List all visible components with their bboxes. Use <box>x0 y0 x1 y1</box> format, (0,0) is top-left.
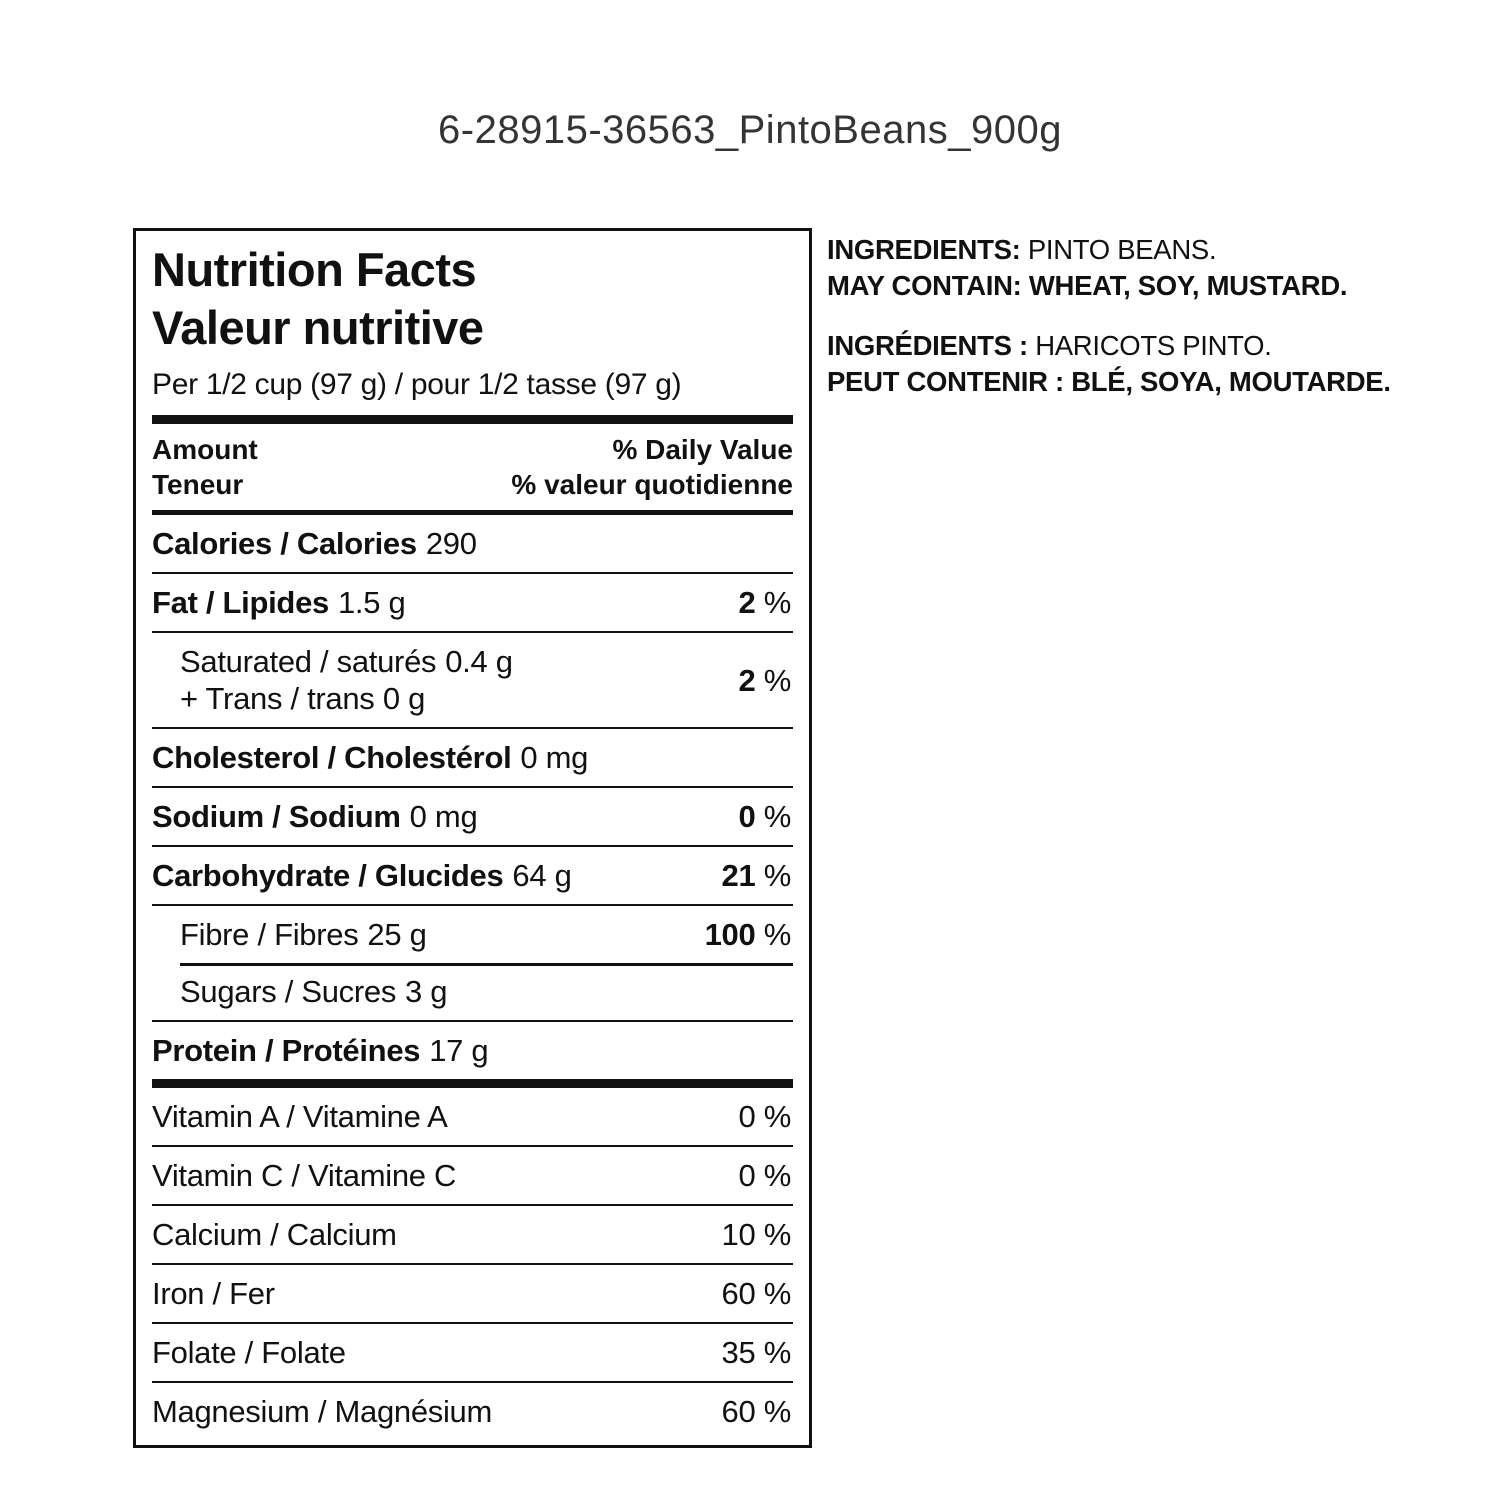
nutrient-row-vitamin-a: Vitamin A / Vitamine A 0 % <box>152 1088 793 1145</box>
page-title: 6-28915-36563_PintoBeans_900g <box>438 108 1062 152</box>
nutrient-name: Calcium / Calcium <box>152 1217 397 1252</box>
nutrient-name: Magnesium / Magnésium <box>152 1394 493 1429</box>
ingredients-en: INGREDIENTS: PINTO BEANS. <box>827 232 1487 268</box>
nutrient-dv: 0 % <box>738 799 791 834</box>
serving-size: Per 1/2 cup (97 g) / pour 1/2 tasse (97 … <box>152 368 682 401</box>
nutrient-amount: 0 mg <box>409 799 478 834</box>
nutrient-name: Saturated / saturés <box>180 644 437 679</box>
nutrient-dv: 60 % <box>721 1276 792 1311</box>
nutrient-amount: 17 g <box>429 1033 489 1068</box>
ingredients-fr-label: INGRÉDIENTS : <box>827 330 1028 361</box>
nutrient-amount: 3 g <box>405 974 448 1009</box>
daily-value-header-en: % Daily Value <box>612 434 793 465</box>
daily-value-header: % Daily Value % valeur quotidienne <box>511 432 793 502</box>
nutrient-row-fat: Fat / Lipides 1.5 g 2 % <box>152 572 793 631</box>
nutrient-dv: 100 % <box>704 917 792 952</box>
nutrient-dv: 60 % <box>721 1394 792 1429</box>
may-contain-en-text: WHEAT, SOY, MUSTARD. <box>1028 270 1348 301</box>
nutrient-name: Calories / Calories <box>152 526 417 561</box>
nft-title-fr: Valeur nutritive <box>152 301 484 354</box>
ingredients-block: INGREDIENTS: PINTO BEANS. MAY CONTAIN: W… <box>827 232 1487 400</box>
may-contain-fr: PEUT CONTENIR : BLÉ, SOYA, MOUTARDE. <box>827 364 1487 400</box>
nutrient-dv: 21 % <box>721 858 792 893</box>
nutrient-dv: 0 % <box>738 1099 791 1134</box>
nutrient-row-saturated-trans: Saturated / saturés 0.4 g + Trans / trans… <box>152 631 793 727</box>
divider-thick-micronutrients <box>152 1079 793 1088</box>
nutrient-row-iron: Iron / Fer 60 % <box>152 1263 793 1322</box>
nutrient-row-vitamin-c: Vitamin C / Vitamine C 0 % <box>152 1145 793 1204</box>
nutrient-name: Fibre / Fibres <box>180 917 359 952</box>
divider-medium <box>152 510 793 515</box>
may-contain-fr-label: PEUT CONTENIR : <box>827 366 1064 397</box>
nutrient-dv: 2 % <box>738 585 791 620</box>
nutrient-row-calories: Calories / Calories 290 <box>152 515 793 572</box>
ingredients-gap <box>827 304 1487 328</box>
nutrient-row-cholesterol: Cholesterol / Cholestérol 0 mg <box>152 727 793 786</box>
divider-thick-top <box>152 415 793 424</box>
amount-header-en: Amount <box>152 434 258 465</box>
nutrient-name: Folate / Folate <box>152 1335 346 1370</box>
ingredients-en-label: INGREDIENTS: <box>827 234 1021 265</box>
nutrient-dv: 0 % <box>738 1158 791 1193</box>
nutrient-name: Sugars / Sucres <box>180 974 397 1009</box>
nutrient-row-magnesium: Magnesium / Magnésium 60 % <box>152 1381 793 1440</box>
nutrient-amount: 64 g <box>512 858 572 893</box>
nutrient-amount: 0.4 g <box>445 644 513 679</box>
daily-value-header-fr: % valeur quotidienne <box>511 469 793 500</box>
may-contain-en: MAY CONTAIN: WHEAT, SOY, MUSTARD. <box>827 268 1487 304</box>
nutrient-dv: 35 % <box>721 1335 792 1370</box>
nutrition-facts-panel: Nutrition Facts Valeur nutritive Per 1/2… <box>133 228 812 1448</box>
nutrient-name: Fat / Lipides <box>152 585 329 620</box>
nutrient-amount: 25 g <box>367 917 427 952</box>
nutrient-row-fibre: Fibre / Fibres 25 g 100 % <box>152 904 793 963</box>
column-header: Amount Teneur % Daily Value % valeur quo… <box>152 424 793 510</box>
nutrient-name: Vitamin A / Vitamine A <box>152 1099 448 1134</box>
nutrient-amount: 290 <box>425 526 477 561</box>
nutrient-row-folate: Folate / Folate 35 % <box>152 1322 793 1381</box>
nutrient-name: Sodium / Sodium <box>152 799 401 834</box>
amount-header-fr: Teneur <box>152 469 244 500</box>
may-contain-fr-text: BLÉ, SOYA, MOUTARDE. <box>1071 366 1391 397</box>
nutrient-name: Iron / Fer <box>152 1276 275 1311</box>
nutrient-row-calcium: Calcium / Calcium 10 % <box>152 1204 793 1263</box>
nutrient-row-carbohydrate: Carbohydrate / Glucides 64 g 21 % <box>152 845 793 904</box>
nutrient-name: Vitamin C / Vitamine C <box>152 1158 457 1193</box>
nutrient-row-sugars: Sugars / Sucres 3 g <box>152 963 793 1020</box>
nutrient-row-sodium: Sodium / Sodium 0 mg 0 % <box>152 786 793 845</box>
nutrient-amount: 0 mg <box>520 740 589 775</box>
nutrient-name: Cholesterol / Cholestérol <box>152 740 512 775</box>
ingredients-en-text: PINTO BEANS. <box>1027 234 1217 265</box>
nutrient-dv: 10 % <box>721 1217 792 1252</box>
nutrient-row-protein: Protein / Protéines 17 g <box>152 1020 793 1079</box>
nft-title-en: Nutrition Facts <box>152 243 477 296</box>
nutrient-name-line2: + Trans / trans 0 g <box>180 681 426 716</box>
nutrient-dv: 2 % <box>738 662 791 698</box>
nutrient-amount: 1.5 g <box>337 585 406 620</box>
nutrient-name: Protein / Protéines <box>152 1033 421 1068</box>
ingredients-fr-text: HARICOTS PINTO. <box>1035 330 1272 361</box>
may-contain-en-label: MAY CONTAIN: <box>827 270 1022 301</box>
ingredients-fr: INGRÉDIENTS : HARICOTS PINTO. <box>827 328 1487 364</box>
amount-header: Amount Teneur <box>152 432 258 502</box>
nutrient-name: Carbohydrate / Glucides <box>152 858 504 893</box>
